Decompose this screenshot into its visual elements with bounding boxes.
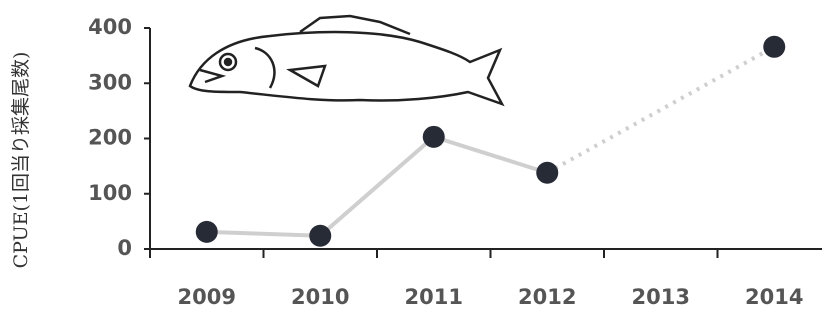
y-axis-label: CPUE(1回当り採集尾数) xyxy=(10,52,32,269)
gap-line xyxy=(547,47,774,173)
y-tick-label: 400 xyxy=(88,15,132,39)
line xyxy=(207,137,548,236)
fish-illustration xyxy=(190,16,502,104)
x-tick-label: 2012 xyxy=(518,285,576,309)
marker xyxy=(196,221,218,243)
x-tick-label: 2013 xyxy=(632,285,690,309)
x-tick-label: 2009 xyxy=(178,285,236,309)
y-tick-label: 300 xyxy=(88,70,132,94)
y-tick-label: 200 xyxy=(88,126,132,150)
marker xyxy=(763,36,785,58)
marker xyxy=(309,225,331,247)
y-tick-label: 100 xyxy=(88,181,132,205)
y-tick-label: 0 xyxy=(117,236,132,260)
marker xyxy=(536,162,558,184)
chart: CPUE(1回当り採集尾数) 0 100 200 300 400 2009 2010 2011… xyxy=(0,0,824,314)
marker xyxy=(423,126,445,148)
x-tick-label: 2010 xyxy=(291,285,349,309)
x-tick-label: 2011 xyxy=(405,285,463,309)
x-tick-label: 2014 xyxy=(745,285,803,309)
page: CPUE(1回当り採集尾数) 0 100 200 300 400 2009 2010 2011… xyxy=(0,0,824,314)
